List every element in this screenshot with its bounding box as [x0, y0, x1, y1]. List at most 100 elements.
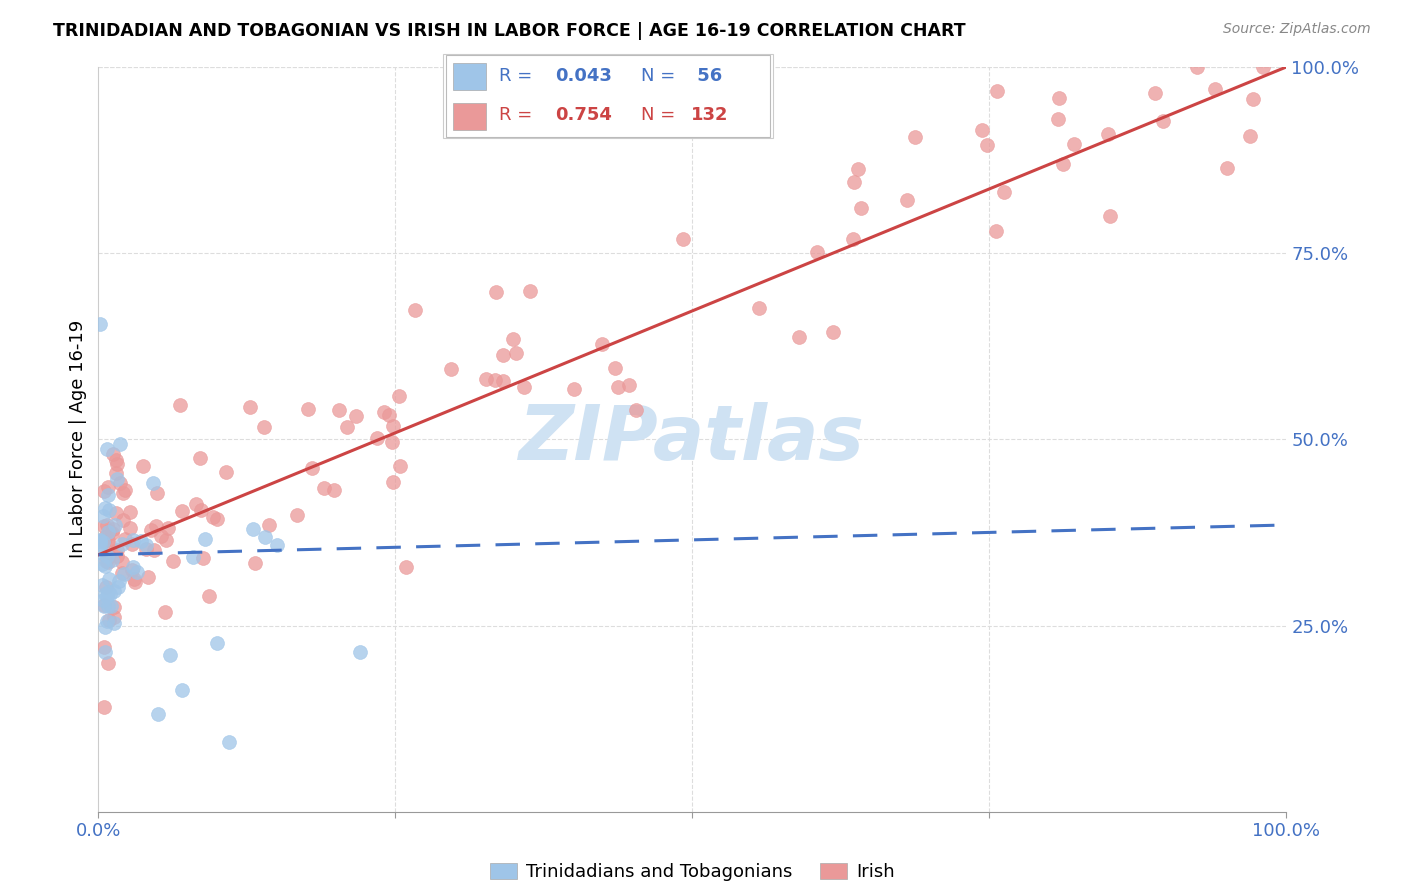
Point [89, 317, 111, 331]
Point [191, 551, 214, 566]
Point [253, 531, 276, 545]
Point [1215, 161, 1237, 175]
Point [96, 549, 118, 563]
Point [114, 532, 136, 546]
Point [105, 543, 128, 558]
Point [132, 458, 155, 473]
Point [93, 483, 115, 498]
Point [1063, 136, 1085, 151]
Point [323, 483, 346, 497]
Point [97, 524, 120, 539]
Point [91, 508, 114, 523]
Point [100, 599, 122, 613]
Point [513, 380, 536, 394]
Point [1052, 157, 1074, 171]
Point [150, 529, 173, 543]
Point [896, 194, 918, 208]
Point [388, 458, 411, 473]
Point [188, 451, 211, 466]
FancyBboxPatch shape [453, 103, 486, 130]
Point [129, 533, 152, 548]
Point [135, 538, 157, 552]
Point [142, 475, 165, 490]
Point [207, 512, 229, 526]
Point [121, 560, 143, 574]
Point [201, 509, 224, 524]
Point [395, 560, 418, 574]
Point [97, 536, 120, 550]
Point [105, 549, 128, 563]
Point [1241, 92, 1264, 106]
Point [97, 480, 120, 494]
Point [104, 453, 127, 467]
Point [297, 401, 319, 416]
Point [96, 614, 118, 628]
Point [198, 589, 221, 603]
Point [382, 475, 405, 490]
Point [214, 466, 236, 480]
Text: Source: ZipAtlas.com: Source: ZipAtlas.com [1223, 22, 1371, 37]
Point [90, 578, 112, 592]
Point [97, 657, 120, 671]
Point [366, 431, 388, 445]
Point [844, 175, 866, 189]
Point [112, 567, 135, 582]
Point [108, 437, 131, 451]
Point [97, 488, 120, 502]
Point [378, 408, 401, 422]
Point [100, 553, 122, 567]
Point [986, 224, 1008, 238]
Point [787, 330, 810, 344]
Point [159, 648, 181, 662]
Point [484, 373, 506, 387]
Point [976, 137, 998, 152]
Point [1204, 82, 1226, 96]
Text: ZIPatlas: ZIPatlas [519, 402, 866, 476]
Point [190, 503, 212, 517]
Point [139, 523, 162, 537]
Point [748, 301, 770, 315]
Point [1047, 112, 1070, 126]
Point [474, 371, 496, 385]
Point [118, 521, 141, 535]
Point [312, 481, 335, 495]
Point [388, 389, 411, 403]
Point [93, 519, 115, 533]
Point [111, 537, 134, 551]
Text: N =: N = [641, 106, 681, 124]
Point [108, 574, 131, 588]
Point [806, 244, 828, 259]
Point [89, 533, 111, 548]
Point [91, 535, 114, 549]
Point [1251, 60, 1274, 74]
Point [97, 549, 120, 564]
Point [101, 521, 124, 535]
Point [146, 485, 169, 500]
Point [138, 570, 160, 584]
Point [253, 420, 276, 434]
Point [155, 533, 177, 548]
Point [93, 534, 115, 549]
Y-axis label: In Labor Force | Age 16-19: In Labor Force | Age 16-19 [69, 320, 87, 558]
Point [93, 699, 115, 714]
Point [124, 574, 146, 589]
Point [617, 377, 640, 392]
Point [485, 285, 508, 299]
Point [94, 531, 117, 545]
Point [170, 504, 193, 518]
Point [111, 555, 134, 569]
Point [328, 403, 350, 417]
Point [111, 512, 134, 526]
Point [624, 403, 647, 417]
Point [1185, 60, 1208, 74]
Point [97, 585, 120, 599]
Text: 132: 132 [690, 106, 728, 124]
Point [105, 506, 128, 520]
Point [1152, 114, 1174, 128]
Point [121, 563, 143, 577]
Point [672, 232, 695, 246]
Point [121, 537, 143, 551]
Point [492, 349, 515, 363]
Point [382, 418, 405, 433]
Point [381, 435, 404, 450]
